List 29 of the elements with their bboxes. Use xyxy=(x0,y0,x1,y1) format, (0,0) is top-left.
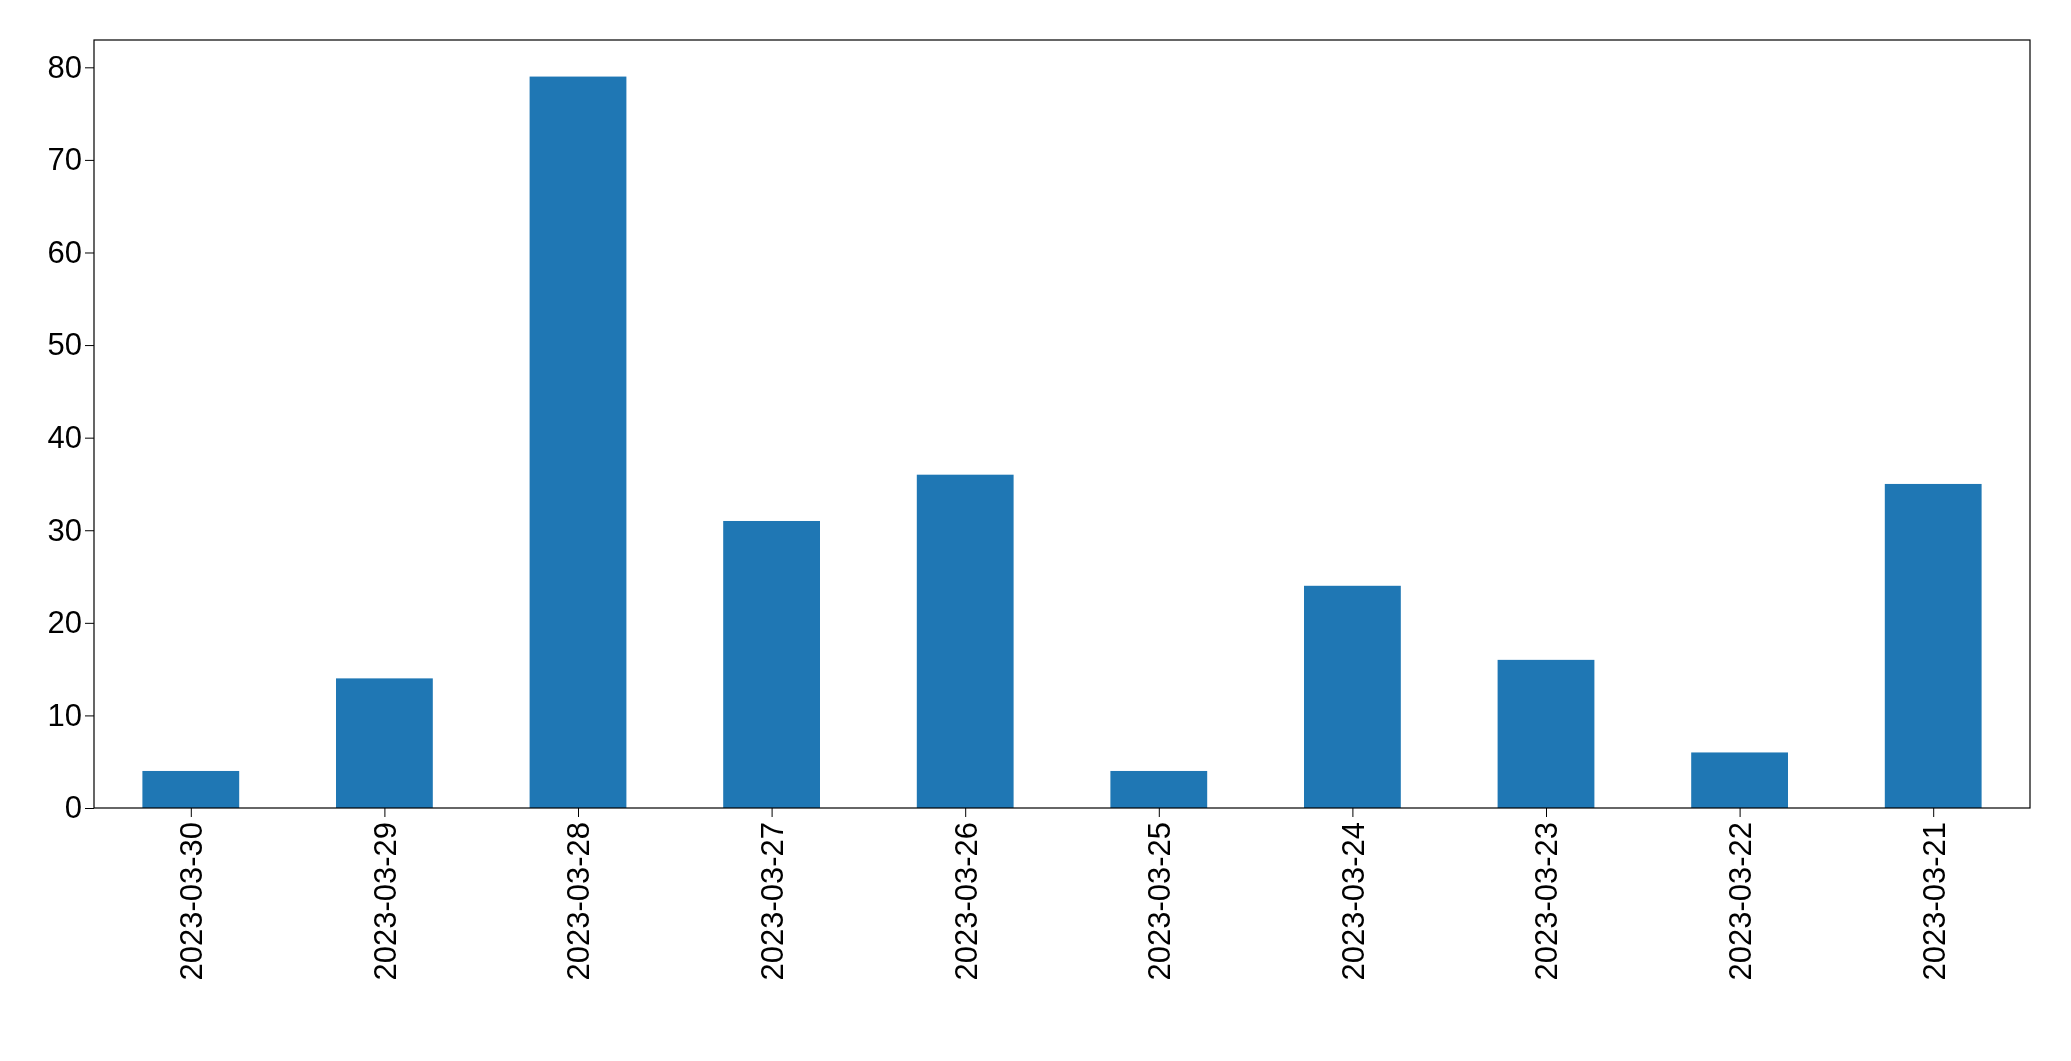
bar xyxy=(1110,770,1208,808)
x-tick-label: 2023-03-30 xyxy=(174,822,210,981)
x-tick-label: 2023-03-21 xyxy=(1916,822,1952,981)
bar xyxy=(1884,483,1982,808)
bar xyxy=(1497,659,1595,808)
bar xyxy=(1304,585,1401,808)
y-tick-label: 70 xyxy=(47,142,82,178)
y-tick-label: 80 xyxy=(47,49,82,85)
x-tick-label: 2023-03-24 xyxy=(1335,822,1371,981)
y-tick-label: 40 xyxy=(47,420,82,456)
bar xyxy=(1691,752,1788,808)
x-tick-label: 2023-03-29 xyxy=(367,822,403,981)
x-tick-label: 2023-03-25 xyxy=(1142,822,1178,981)
x-tick-label: 2023-03-22 xyxy=(1722,822,1758,981)
y-tick-label: 60 xyxy=(47,234,82,270)
bar xyxy=(529,76,627,808)
y-tick-label: 50 xyxy=(47,327,82,363)
y-tick-label: 30 xyxy=(47,512,82,548)
x-tick-label: 2023-03-28 xyxy=(561,822,597,981)
bar xyxy=(336,678,433,808)
bar xyxy=(142,770,240,808)
x-tick-label: 2023-03-27 xyxy=(754,822,790,981)
y-tick-label: 10 xyxy=(47,697,82,733)
y-tick-label: 0 xyxy=(64,790,82,826)
bar xyxy=(916,474,1014,808)
x-tick-label: 2023-03-23 xyxy=(1529,822,1565,981)
y-tick-label: 20 xyxy=(47,605,82,641)
x-tick-label: 2023-03-26 xyxy=(948,822,984,981)
bar xyxy=(723,520,820,808)
